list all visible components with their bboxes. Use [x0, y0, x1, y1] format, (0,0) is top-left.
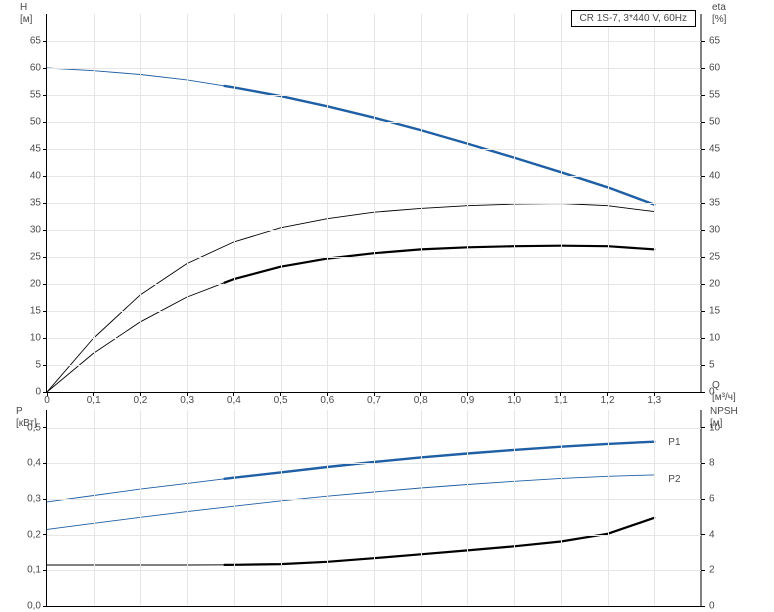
ytick-right: 35	[709, 198, 720, 209]
ytick-left: 0	[23, 387, 41, 398]
xtick: 0,6	[320, 395, 334, 406]
ytick-right: 40	[709, 171, 720, 182]
ytick-right: 30	[709, 225, 720, 236]
ytick-right: 8	[709, 458, 715, 469]
ytick-right: 4	[709, 529, 715, 540]
ytick-right: 5	[709, 360, 715, 371]
xtick: 0,2	[133, 395, 147, 406]
ytick-right: 20	[709, 279, 720, 290]
chart-title-text: CR 1S-7, 3*440 V, 60Hz	[580, 13, 687, 24]
xtick: 0,9	[460, 395, 474, 406]
xtick: 0,3	[180, 395, 194, 406]
ytick-right: 15	[709, 306, 720, 317]
series-label-p1: P1	[668, 437, 680, 448]
ytick-left: 35	[23, 198, 41, 209]
axis-label-npsh: NPSH	[710, 406, 738, 417]
ytick-left: 60	[23, 63, 41, 74]
ytick-left: 55	[23, 90, 41, 101]
head-efficiency-chart: 0510152025303540455055606505101520253035…	[46, 14, 701, 393]
ytick-left: 10	[23, 333, 41, 344]
ytick-right: 0	[709, 601, 715, 612]
power-npsh-chart: 0,00,10,20,30,40,50246810P1P2	[46, 410, 701, 607]
axis-unit-p: [кВт]	[16, 418, 37, 429]
chart-title-box: CR 1S-7, 3*440 V, 60Hz	[571, 10, 696, 27]
ytick-left: 20	[23, 279, 41, 290]
ytick-left: 0,3	[19, 494, 41, 505]
xtick: 1,3	[647, 395, 661, 406]
ytick-right: 10	[709, 333, 720, 344]
ytick-right: 6	[709, 494, 715, 505]
axis-label-eta: eta	[712, 2, 726, 13]
xtick: 0,1	[87, 395, 101, 406]
ytick-left: 0,4	[19, 458, 41, 469]
xtick: 0,4	[227, 395, 241, 406]
ytick-right: 65	[709, 36, 720, 47]
xtick: 0,5	[274, 395, 288, 406]
ytick-left: 0,1	[19, 565, 41, 576]
series-label-p2: P2	[668, 474, 680, 485]
xtick: 1,2	[601, 395, 615, 406]
ytick-left: 45	[23, 144, 41, 155]
ytick-left: 25	[23, 252, 41, 263]
ytick-left: 30	[23, 225, 41, 236]
ytick-left: 65	[23, 36, 41, 47]
ytick-left: 0,0	[19, 601, 41, 612]
ytick-right: 25	[709, 252, 720, 263]
xtick: 1,1	[554, 395, 568, 406]
ytick-left: 40	[23, 171, 41, 182]
axis-unit-eta: [%]	[712, 14, 726, 25]
axis-label-h: H	[20, 2, 27, 13]
xtick: 1,0	[507, 395, 521, 406]
ytick-left: 15	[23, 306, 41, 317]
ytick-right: 60	[709, 63, 720, 74]
ytick-left: 5	[23, 360, 41, 371]
xtick: 0	[44, 395, 50, 406]
ytick-right: 2	[709, 565, 715, 576]
axis-label-q: Q	[712, 380, 720, 391]
axis-label-p: P	[16, 406, 23, 417]
axis-unit-npsh: [м]	[710, 418, 722, 429]
axis-unit-h: [м]	[20, 14, 32, 25]
ytick-right: 50	[709, 117, 720, 128]
ytick-left: 0,2	[19, 529, 41, 540]
ytick-right: 55	[709, 90, 720, 101]
axis-unit-q: [м³/ч]	[712, 392, 736, 403]
ytick-left: 50	[23, 117, 41, 128]
xtick: 0,8	[414, 395, 428, 406]
xtick: 0,7	[367, 395, 381, 406]
ytick-right: 45	[709, 144, 720, 155]
